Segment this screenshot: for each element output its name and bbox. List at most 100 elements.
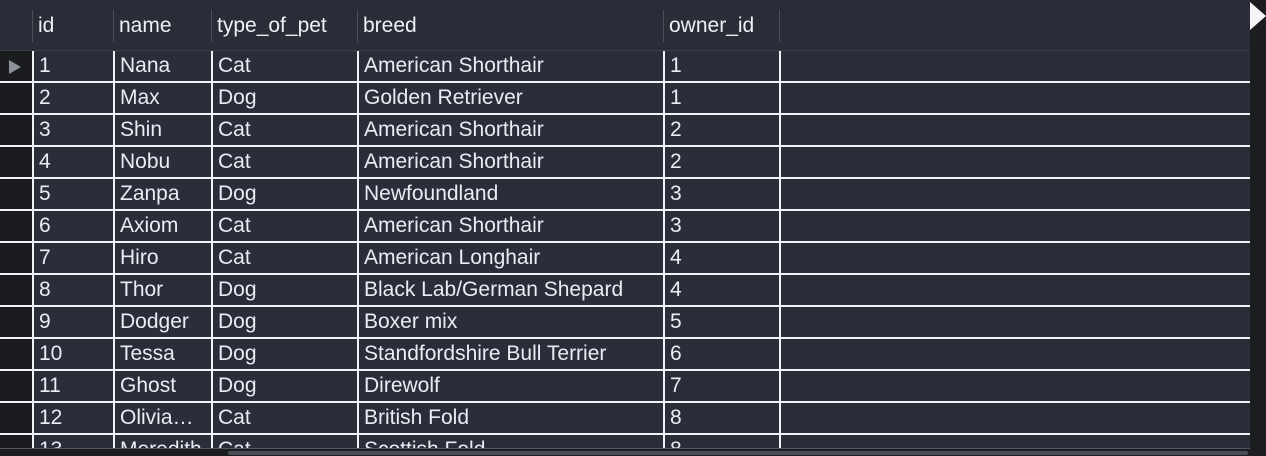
horizontal-scrollbar-thumb[interactable] [228,451,1248,455]
table-row[interactable]: 4 Nobu Cat American Shorthair 2 [0,147,1250,179]
row-marker[interactable] [0,275,32,305]
cell-empty [779,115,1250,145]
cell-breed[interactable]: American Longhair [357,243,663,273]
table-row[interactable]: 10 Tessa Dog Standfordshire Bull Terrier 6 [0,339,1250,371]
table-row[interactable]: 3 Shin Cat American Shorthair 2 [0,115,1250,147]
row-marker[interactable] [0,179,32,209]
cell-name[interactable]: Olivia… [113,403,211,433]
cell-type-of-pet[interactable]: Cat [211,211,357,241]
cell-name[interactable]: Axiom [113,211,211,241]
cell-owner-id[interactable]: 1 [663,83,779,113]
cell-id[interactable]: 10 [32,339,113,369]
cell-type-of-pet[interactable]: Cat [211,403,357,433]
cell-id[interactable]: 8 [32,275,113,305]
cell-name[interactable]: Dodger [113,307,211,337]
cell-owner-id[interactable]: 8 [663,403,779,433]
cell-breed[interactable]: Boxer mix [357,307,663,337]
table-row[interactable]: 6 Axiom Cat American Shorthair 3 [0,211,1250,243]
cell-type-of-pet[interactable]: Dog [211,275,357,305]
cell-id[interactable]: 6 [32,211,113,241]
cell-name[interactable]: Nana [113,51,211,81]
cell-breed[interactable]: Golden Retriever [357,83,663,113]
cell-type-of-pet[interactable]: Dog [211,83,357,113]
cell-breed[interactable]: Newfoundland [357,179,663,209]
cell-type-of-pet[interactable]: Dog [211,371,357,401]
cell-breed[interactable]: American Shorthair [357,51,663,81]
cell-name[interactable]: Nobu [113,147,211,177]
cell-breed[interactable]: Scottish Fold [357,435,663,456]
column-header-name[interactable]: name [113,10,211,42]
cell-owner-id[interactable]: 3 [663,211,779,241]
table-row[interactable]: 8 Thor Dog Black Lab/German Shepard 4 [0,275,1250,307]
cell-id[interactable]: 4 [32,147,113,177]
scroll-right-icon[interactable] [1250,2,1266,30]
cell-owner-id[interactable]: 4 [663,275,779,305]
row-marker[interactable] [0,51,32,81]
cell-breed[interactable]: Black Lab/German Shepard [357,275,663,305]
row-marker[interactable] [0,307,32,337]
row-marker[interactable] [0,371,32,401]
horizontal-scrollbar[interactable] [0,448,1250,456]
cell-id[interactable]: 11 [32,371,113,401]
row-marker[interactable] [0,403,32,433]
cell-type-of-pet[interactable]: Cat [211,115,357,145]
cell-name[interactable]: Meredith [113,435,211,456]
cell-breed[interactable]: Direwolf [357,371,663,401]
column-header-type-of-pet[interactable]: type_of_pet [211,10,357,42]
cell-type-of-pet[interactable]: Dog [211,339,357,369]
cell-type-of-pet[interactable]: Cat [211,51,357,81]
column-header-breed[interactable]: breed [357,10,663,42]
cell-name[interactable]: Ghost [113,371,211,401]
cell-owner-id[interactable]: 5 [663,307,779,337]
cell-name[interactable]: Tessa [113,339,211,369]
cell-owner-id[interactable]: 4 [663,243,779,273]
cell-id[interactable]: 13 [32,435,113,456]
table-row[interactable]: 2 Max Dog Golden Retriever 1 [0,83,1250,115]
row-marker[interactable] [0,147,32,177]
vertical-scrollbar[interactable] [1250,0,1266,456]
table-row[interactable]: 1 Nana Cat American Shorthair 1 [0,51,1250,83]
cell-id[interactable]: 7 [32,243,113,273]
cell-type-of-pet[interactable]: Cat [211,243,357,273]
cell-type-of-pet[interactable]: Dog [211,179,357,209]
table-row[interactable]: 9 Dodger Dog Boxer mix 5 [0,307,1250,339]
cell-name[interactable]: Thor [113,275,211,305]
cell-breed[interactable]: British Fold [357,403,663,433]
row-marker[interactable] [0,211,32,241]
cell-id[interactable]: 9 [32,307,113,337]
cell-id[interactable]: 2 [32,83,113,113]
column-header-owner-id[interactable]: owner_id [663,10,779,42]
cell-name[interactable]: Max [113,83,211,113]
cell-id[interactable]: 12 [32,403,113,433]
row-marker[interactable] [0,339,32,369]
cell-owner-id[interactable]: 1 [663,51,779,81]
cell-breed[interactable]: Standfordshire Bull Terrier [357,339,663,369]
cell-id[interactable]: 3 [32,115,113,145]
cell-name[interactable]: Hiro [113,243,211,273]
cell-type-of-pet[interactable]: Cat [211,435,357,456]
row-marker[interactable] [0,115,32,145]
cell-id[interactable]: 5 [32,179,113,209]
cell-breed[interactable]: American Shorthair [357,211,663,241]
cell-owner-id[interactable]: 8 [663,435,779,456]
table-row[interactable]: 5 Zanpa Dog Newfoundland 3 [0,179,1250,211]
cell-owner-id[interactable]: 2 [663,147,779,177]
cell-owner-id[interactable]: 6 [663,339,779,369]
cell-type-of-pet[interactable]: Cat [211,147,357,177]
cell-id[interactable]: 1 [32,51,113,81]
cell-breed[interactable]: American Shorthair [357,115,663,145]
row-marker[interactable] [0,243,32,273]
cell-type-of-pet[interactable]: Dog [211,307,357,337]
table-row[interactable]: 7 Hiro Cat American Longhair 4 [0,243,1250,275]
cell-name[interactable]: Zanpa [113,179,211,209]
table-row[interactable]: 12 Olivia… Cat British Fold 8 [0,403,1250,435]
column-header-id[interactable]: id [32,10,113,42]
cell-breed[interactable]: American Shorthair [357,147,663,177]
cell-owner-id[interactable]: 7 [663,371,779,401]
table-row[interactable]: 11 Ghost Dog Direwolf 7 [0,371,1250,403]
row-marker[interactable] [0,83,32,113]
cell-owner-id[interactable]: 3 [663,179,779,209]
cell-name[interactable]: Shin [113,115,211,145]
cell-owner-id[interactable]: 2 [663,115,779,145]
